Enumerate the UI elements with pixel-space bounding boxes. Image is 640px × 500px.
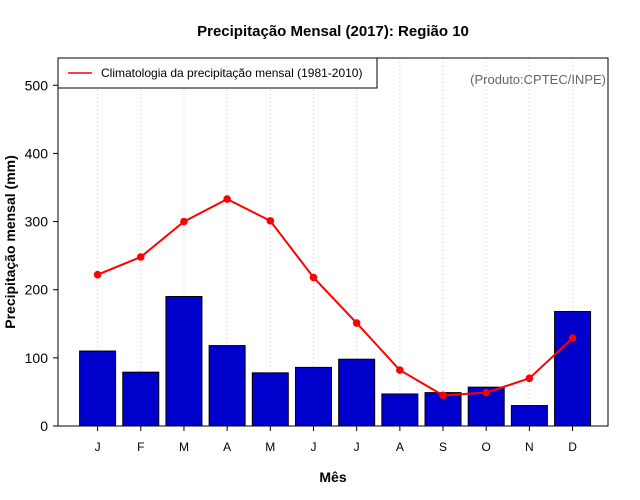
chart-title: Precipitação Mensal (2017): Região 10 [197,23,469,40]
x-tick-label: A [396,440,404,454]
x-axis-label: Mês [319,469,346,485]
climatology-line [97,197,574,397]
x-tick-label: O [482,440,491,454]
climatology-point-8 [396,366,404,374]
climatology-point-7 [352,319,361,327]
climatology-point-6 [309,273,318,282]
source-note: (Produto:CPTEC/INPE) [470,72,606,87]
bar-3 [165,296,203,427]
climatology-point-4 [223,195,231,203]
x-tick-label: M [265,440,275,454]
bar-11 [510,405,548,427]
legend-box [57,57,378,89]
x-tick-label: J [354,440,360,454]
y-tick-label: 0 [40,418,48,434]
bar-5 [251,372,289,427]
climatology-point-3 [180,217,188,226]
axes: 0 100 200 300 400 500 J F M A M J J A S O N D [25,77,578,454]
climatology-point-5 [266,217,275,225]
bar-1 [79,350,117,427]
climatology-series [93,195,577,400]
climatology-point-2 [136,253,145,261]
x-tick-label: F [137,440,144,454]
climatology-point-1 [93,270,102,279]
x-tick-label: J [95,440,101,454]
bar-series [79,296,592,427]
bar-2 [122,371,160,427]
legend-label-climatology: Climatologia da precipitação mensal (198… [101,66,362,80]
x-tick-label: S [439,440,447,454]
y-tick-label: 300 [25,214,49,230]
grid-lines [97,58,574,426]
y-tick-label: 100 [25,350,49,366]
x-tick-label: D [568,440,577,454]
y-axis-label: Precipitação mensal (mm) [2,155,18,329]
x-tick-label: N [525,440,534,454]
x-tick-label: J [310,440,316,454]
legend: Climatologia da precipitação mensal (198… [57,57,378,89]
y-tick-label: 200 [25,282,49,298]
climatology-point-10 [482,388,491,397]
bar-4 [208,345,246,427]
bar-7 [338,358,376,427]
climatology-point-12 [568,334,577,342]
y-tick-label: 400 [25,145,49,161]
climatology-point-11 [525,374,534,383]
bar-12 [554,311,592,427]
climatology-point-9 [439,391,447,400]
y-tick-label: 500 [25,77,49,93]
bar-8 [381,393,419,427]
x-tick-label: M [179,440,189,454]
x-tick-label: A [223,440,231,454]
bar-6 [294,366,332,427]
